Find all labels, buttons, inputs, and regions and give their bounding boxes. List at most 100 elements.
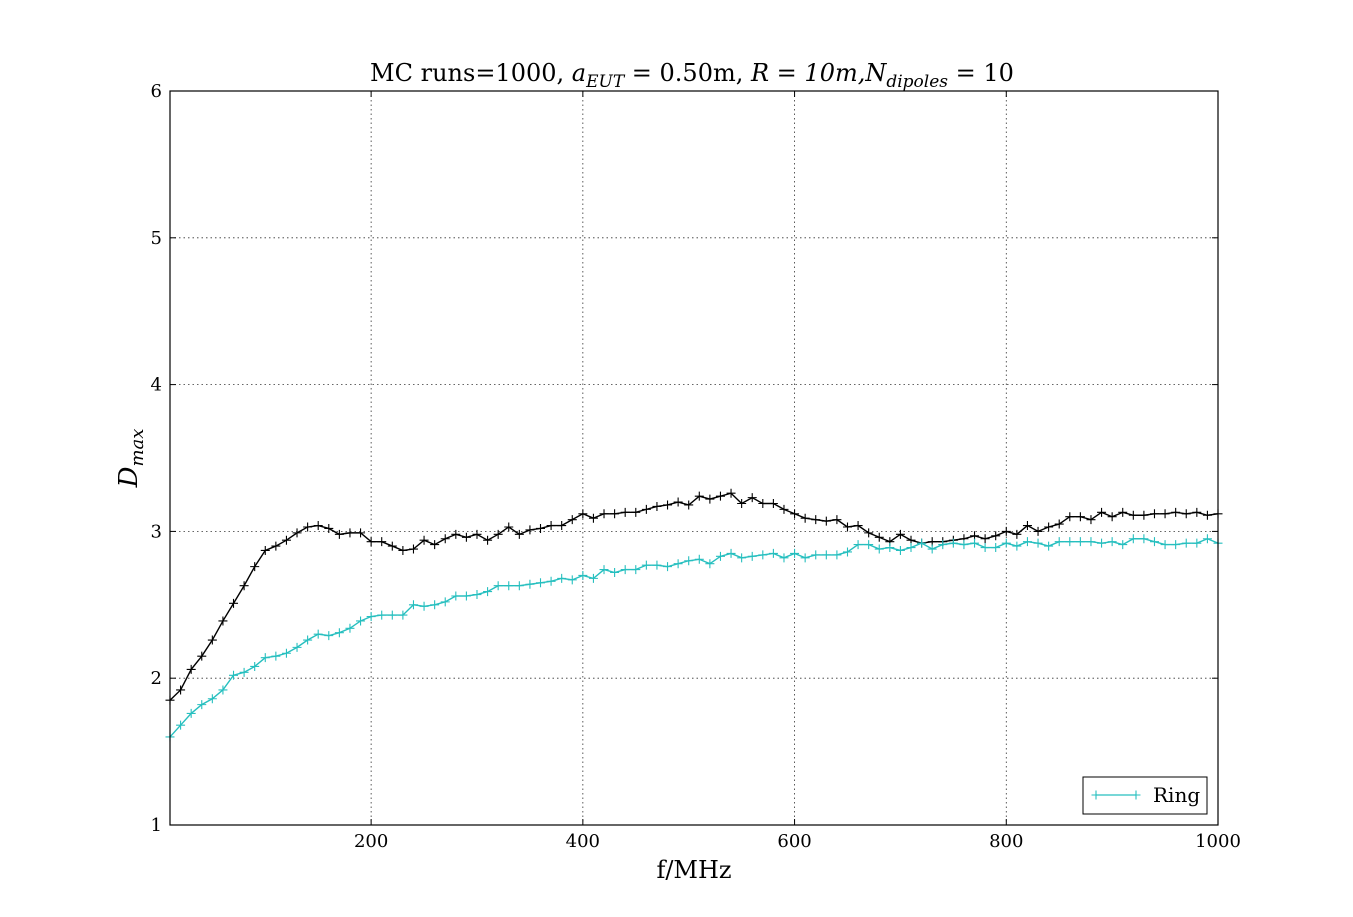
- data-point: [1065, 537, 1075, 547]
- legend-marker: [1091, 790, 1101, 800]
- y-tick-label: 5: [151, 228, 162, 249]
- data-point: [1160, 540, 1170, 550]
- data-point: [1065, 512, 1075, 522]
- data-point: [673, 559, 683, 569]
- data-point: [239, 581, 249, 591]
- data-point: [451, 591, 461, 601]
- data-point: [874, 532, 884, 542]
- data-point: [726, 548, 736, 558]
- data-point: [620, 565, 630, 575]
- x-axis-label: f/MHz: [656, 856, 731, 884]
- data-point: [959, 540, 969, 550]
- data-point: [546, 521, 556, 531]
- data-point: [980, 534, 990, 544]
- data-point: [281, 648, 291, 658]
- data-point: [430, 540, 440, 550]
- data-point: [345, 528, 355, 538]
- data-point: [631, 507, 641, 517]
- data-point: [705, 559, 715, 569]
- data-point: [853, 521, 863, 531]
- data-point: [229, 598, 239, 608]
- data-point: [874, 544, 884, 554]
- data-point: [313, 629, 323, 639]
- data-point: [1054, 519, 1064, 529]
- data-point: [408, 544, 418, 554]
- data-point: [250, 562, 260, 572]
- data-point: [779, 553, 789, 563]
- x-tick-labels: 200 400 600 800 1000: [354, 831, 1241, 852]
- data-point: [176, 685, 186, 695]
- data-point: [1118, 540, 1128, 550]
- data-point: [525, 579, 535, 589]
- data-point: [207, 694, 217, 704]
- data-point: [610, 509, 620, 519]
- data-point: [1097, 507, 1107, 517]
- data-point: [186, 664, 196, 674]
- data-point: [864, 540, 874, 550]
- data-point: [451, 529, 461, 539]
- data-point: [271, 651, 281, 661]
- data-point: [398, 610, 408, 620]
- y-tick-label: 4: [151, 375, 162, 396]
- data-point: [504, 581, 514, 591]
- data-point: [366, 612, 376, 622]
- data-point: [472, 590, 482, 600]
- data-point: [758, 499, 768, 509]
- data-point: [387, 541, 397, 551]
- data-point: [663, 500, 673, 510]
- data-point: [938, 540, 948, 550]
- data-point: [832, 515, 842, 525]
- data-point: [493, 529, 503, 539]
- data-point: [1171, 540, 1181, 550]
- data-point: [483, 587, 493, 597]
- x-tick-label: 600: [777, 831, 811, 852]
- data-point: [641, 560, 651, 570]
- data-point: [1139, 534, 1149, 544]
- data-point: [461, 591, 471, 601]
- data-point: [737, 499, 747, 509]
- data-point: [1001, 526, 1011, 536]
- data-point: [842, 522, 852, 532]
- x-tick-label: 1000: [1195, 831, 1241, 852]
- data-point: [684, 500, 694, 510]
- data-point: [927, 544, 937, 554]
- y-tick-label: 1: [151, 815, 162, 836]
- y-tick-label: 2: [151, 668, 162, 689]
- data-point: [419, 601, 429, 611]
- data-point: [800, 553, 810, 563]
- data-point: [811, 550, 821, 560]
- data-point: [472, 529, 482, 539]
- data-point: [398, 545, 408, 555]
- data-point: [694, 554, 704, 564]
- series-ring: [165, 534, 1223, 742]
- data-point: [980, 543, 990, 553]
- data-point: [800, 513, 810, 523]
- data-point: [1033, 538, 1043, 548]
- data-point: [292, 528, 302, 538]
- data-point: [641, 504, 651, 514]
- data-point: [207, 635, 217, 645]
- data-point: [1001, 538, 1011, 548]
- data-point: [663, 562, 673, 572]
- legend-label-ring: Ring: [1153, 783, 1200, 807]
- data-point: [1128, 534, 1138, 544]
- data-point: [250, 661, 260, 671]
- data-point: [906, 543, 916, 553]
- data-point: [1044, 541, 1054, 551]
- data-point: [726, 488, 736, 498]
- data-point: [715, 491, 725, 501]
- data-point: [715, 551, 725, 561]
- data-point: [514, 529, 524, 539]
- data-point: [1202, 534, 1212, 544]
- data-point: [334, 628, 344, 638]
- data-point: [504, 522, 514, 532]
- data-point: [970, 538, 980, 548]
- y-axis-label: Dmax: [114, 429, 148, 489]
- data-point: [1118, 507, 1128, 517]
- data-point: [747, 551, 757, 561]
- data-point: [1012, 529, 1022, 539]
- data-point: [440, 597, 450, 607]
- data-point: [1012, 541, 1022, 551]
- data-point: [864, 528, 874, 538]
